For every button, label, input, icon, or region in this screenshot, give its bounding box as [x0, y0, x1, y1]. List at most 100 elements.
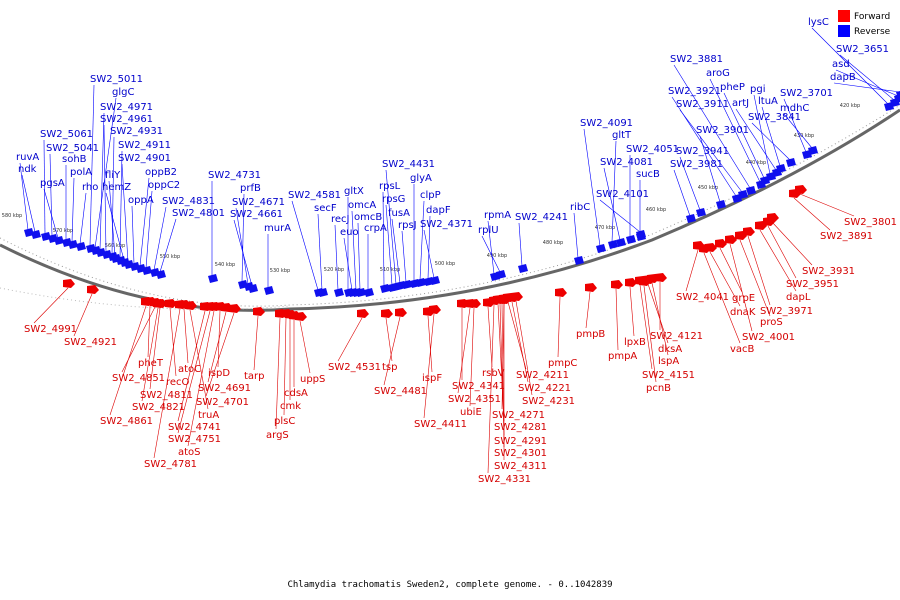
forward-leader-line	[615, 288, 619, 351]
reverse-leader-line	[783, 98, 807, 153]
reverse-leader-line	[753, 94, 771, 175]
forward-gene-feature	[175, 300, 187, 309]
forward-leader-line	[457, 307, 471, 394]
forward-gene-label: vacB	[730, 344, 755, 355]
reverse-gene-label: SW2_3701	[780, 88, 833, 99]
forward-leader-line	[729, 243, 753, 332]
forward-gene-label: SW2_4271	[492, 410, 545, 421]
forward-leader-line	[501, 303, 505, 448]
forward-gene-feature	[253, 307, 265, 316]
reverse-gene-feature	[496, 270, 506, 279]
reverse-leader-line	[481, 235, 501, 273]
forward-leader-line	[557, 296, 561, 358]
reverse-gene-label: SW2_4091	[580, 118, 633, 129]
reverse-gene-label: SW2_4661	[230, 209, 283, 220]
reverse-gene-feature	[318, 288, 328, 297]
reverse-leader-line	[99, 112, 105, 251]
reverse-gene-feature	[364, 288, 374, 297]
forward-gene-feature	[511, 292, 523, 301]
reverse-gene-label: asd	[832, 59, 850, 70]
reverse-gene-label: rplU	[478, 225, 499, 236]
forward-gene-feature	[611, 280, 623, 289]
reverse-gene-label: SW2_4581	[288, 190, 341, 201]
reverse-gene-label: SW2_4931	[110, 126, 163, 137]
forward-gene-feature	[295, 312, 307, 321]
reverse-gene-feature	[746, 186, 756, 195]
reverse-gene-label: SW2_3841	[748, 112, 801, 123]
forward-leader-line	[647, 283, 669, 344]
forward-gene-label: SW2_3971	[760, 306, 813, 317]
reverse-gene-feature	[738, 190, 748, 199]
forward-leader-line	[427, 315, 433, 373]
reverse-gene-label: prfB	[240, 183, 261, 194]
reverse-gene-feature	[31, 230, 41, 239]
reverse-gene-feature	[786, 158, 796, 167]
reverse-gene-label: clpP	[420, 190, 441, 201]
forward-legend-label: Forward	[854, 12, 890, 22]
reverse-leader-line	[145, 190, 153, 269]
reverse-gene-feature	[696, 208, 706, 217]
reverse-gene-label: omcB	[354, 212, 382, 223]
tick-label: 470 kbp	[595, 225, 615, 231]
reverse-leader-line	[761, 106, 781, 167]
reverse-leader-line	[401, 230, 407, 283]
reverse-gene-label: ribC	[570, 202, 590, 213]
forward-gene-label: cmk	[280, 401, 301, 412]
tick-label: 480 kbp	[543, 240, 563, 246]
forward-gene-label: SW2_4481	[374, 386, 427, 397]
reverse-leader-line	[611, 140, 617, 243]
reverse-gene-label: oppC2	[148, 180, 180, 191]
reverse-gene-label: glyA	[410, 173, 432, 184]
forward-gene-feature	[165, 299, 177, 308]
forward-gene-label: recO	[166, 377, 190, 388]
forward-gene-label: pmpB	[576, 329, 605, 340]
forward-leader-line	[337, 317, 363, 362]
reverse-leader-line	[599, 199, 641, 233]
forward-gene-feature	[141, 297, 153, 306]
forward-gene-feature	[429, 305, 441, 314]
forward-leader-line	[383, 316, 401, 386]
reverse-leader-line	[159, 218, 177, 273]
reverse-gene-label: SW2_4051	[626, 144, 679, 155]
reverse-gene-label: polA	[70, 167, 92, 178]
reverse-gene-feature	[41, 232, 51, 241]
reverse-leader-line	[385, 169, 397, 285]
forward-gene-label: dksA	[658, 344, 682, 355]
forward-gene-label: SW2_4341	[452, 381, 505, 392]
forward-gene-feature	[725, 235, 737, 244]
forward-leader-line	[719, 247, 743, 293]
tick-label: 450 kbp	[698, 185, 718, 191]
forward-leader-line	[585, 291, 591, 329]
forward-gene-label: plsC	[274, 416, 295, 427]
reverse-gene-label: SW2_3981	[670, 159, 723, 170]
reverse-gene-feature	[808, 146, 818, 155]
reverse-gene-label: SW2_3651	[836, 44, 889, 55]
reverse-leader-line	[105, 192, 125, 261]
forward-gene-label: SW2_4231	[522, 396, 575, 407]
forward-gene-label: SW2_4921	[64, 337, 117, 348]
forward-leader-line	[207, 311, 227, 383]
reverse-gene-label: fusA	[388, 208, 410, 219]
reverse-leader-line	[103, 124, 107, 253]
forward-gene-feature	[229, 304, 241, 313]
reverse-gene-label: gltT	[612, 130, 632, 141]
reverse-gene-feature	[416, 278, 426, 287]
reverse-leader-line	[603, 167, 621, 241]
reverse-leader-line	[19, 162, 29, 231]
reverse-leader-line	[153, 206, 167, 271]
forward-gene-label: pheT	[138, 358, 164, 369]
reverse-gene-feature	[402, 280, 412, 289]
reverse-leader-line	[351, 210, 357, 291]
forward-gene-label: ubiE	[460, 407, 482, 418]
reverse-leader-line	[79, 192, 87, 245]
reverse-gene-feature	[68, 240, 78, 249]
forward-gene-label: SW2_4811	[140, 390, 193, 401]
reverse-gene-feature	[334, 288, 344, 297]
reverse-gene-label: oppA	[128, 195, 154, 206]
legend: Forward Reverse	[838, 10, 891, 37]
forward-leader-line	[385, 317, 393, 362]
tick-label: 510 kbp	[380, 267, 400, 273]
reverse-leader-line	[419, 200, 425, 281]
reverse-gene-label: omcA	[348, 200, 376, 211]
forward-gene-label: argS	[266, 430, 289, 441]
